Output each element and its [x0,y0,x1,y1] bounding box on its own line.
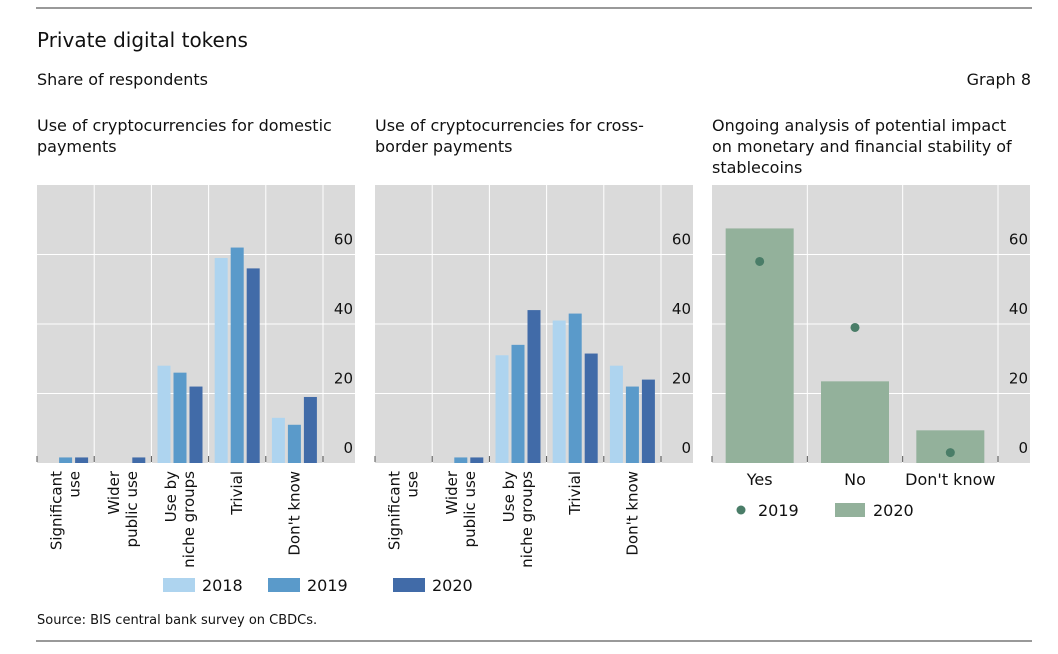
bar-2018 [609,365,623,463]
bar-2019 [230,247,244,463]
chart-title: border payments [375,137,513,156]
bar-2019 [59,457,73,463]
legend-label: 2019 [307,576,348,595]
legend-green: 2019 2020 [736,501,914,520]
x-category-label: Widerpublic use [443,470,479,547]
legend-dot-2019 [736,505,746,515]
x-category-label: No [844,470,866,489]
bar-2018 [271,417,285,463]
bar-2019 [625,386,639,463]
x-category-label-line: Use by [500,471,518,522]
x-category-label-line: Trivial [566,471,584,516]
chart-panel-1: Use of cryptocurrencies for domestic paym… [36,116,355,568]
legend-swatch-2020 [393,578,425,592]
y-tick-label: 40 [334,300,353,318]
bar-2019 [511,344,525,463]
y-tick-label: 20 [672,370,691,388]
legend-label: 2018 [202,576,243,595]
legend-label: 2020 [873,501,914,520]
bar-2018 [157,365,171,463]
y-tick-label: 0 [1018,439,1028,457]
x-category-label: Significantuse [48,471,84,550]
x-category-label: Don't know [905,470,995,489]
figure-subtitle: Share of respondents [37,70,208,89]
bar-2019 [568,313,582,463]
dot-2019 [850,322,860,332]
bar-2020 [527,310,541,463]
x-category-label: Trivial [228,471,246,516]
y-tick-label: 0 [681,439,691,457]
chart-title: Use of cryptocurrencies for cross- [375,116,644,135]
x-category-label-line: use [404,471,422,498]
x-category-label-line: niche groups [180,471,198,568]
x-category-label-line: public use [461,471,479,547]
x-category-label: Widerpublic use [105,470,141,547]
x-category-label: Significantuse [386,471,422,550]
x-category-label-line: Significant [48,471,66,550]
x-category-label-line: Significant [386,471,404,550]
legend-blue: 2018 2019 2020 [163,576,473,595]
bar-2020 [584,353,598,463]
x-category-label: Don't know [285,471,303,556]
bar-2018 [214,257,228,463]
bar-2020 [246,268,260,463]
bar-2020 [132,457,146,463]
bar-2020 [75,457,89,463]
x-category-label-line: Don't know [623,471,641,556]
legend-swatch-2018 [163,578,195,592]
dot-2019 [945,448,955,458]
chart-title: stablecoins [712,158,802,177]
x-category-label: Yes [746,470,773,489]
chart-title: Use of cryptocurrencies for domestic [37,116,332,135]
legend-swatch-2019 [268,578,300,592]
y-tick-label: 0 [343,439,353,457]
x-category-label-line: Trivial [228,471,246,516]
chart-panel-2: Use of cryptocurrencies for cross-border… [374,116,693,568]
y-tick-label: 60 [1009,231,1028,249]
bar-2019 [287,424,301,463]
x-category-label-line: Use by [162,471,180,522]
y-tick-label: 60 [334,231,353,249]
x-category-label-line: use [66,471,84,498]
bar-2020 [641,379,655,463]
x-category-label: Don't know [623,471,641,556]
y-tick-label: 40 [1009,300,1028,318]
bar-2018 [552,320,566,463]
y-tick-label: 20 [334,370,353,388]
x-category-label-line: Don't know [285,471,303,556]
bar-2020 [821,381,889,463]
legend-label: 2020 [432,576,473,595]
x-category-label: Use byniche groups [500,471,536,568]
bar-2020 [470,457,484,463]
y-tick-label: 60 [672,231,691,249]
x-category-label-line: Wider [443,470,461,514]
x-category-label-line: niche groups [518,471,536,568]
chart-title: Ongoing analysis of potential impact [712,116,1006,135]
figure-title: Private digital tokens [37,28,248,52]
source-note: Source: BIS central bank survey on CBDCs… [37,613,317,628]
dot-2019 [755,256,765,266]
bar-2020 [725,228,794,463]
y-tick-label: 40 [672,300,691,318]
x-category-label-line: public use [123,471,141,547]
bar-2018 [495,355,509,463]
legend-swatch-2020 [835,503,865,517]
chart-panel-3: Ongoing analysis of potential impact on m… [711,116,1030,489]
chart-title: payments [37,137,117,156]
bar-2019 [173,372,187,463]
x-category-label-line: Wider [105,470,123,514]
x-category-label: Trivial [566,471,584,516]
chart-title: on monetary and financial stability of [712,137,1012,156]
legend-label: 2019 [758,501,799,520]
bar-2020 [916,430,985,463]
x-category-label: Use byniche groups [162,471,198,568]
bar-2019 [454,457,468,463]
bar-2020 [303,396,317,463]
y-tick-label: 20 [1009,370,1028,388]
graph-label: Graph 8 [967,70,1031,89]
bar-2020 [189,386,203,463]
